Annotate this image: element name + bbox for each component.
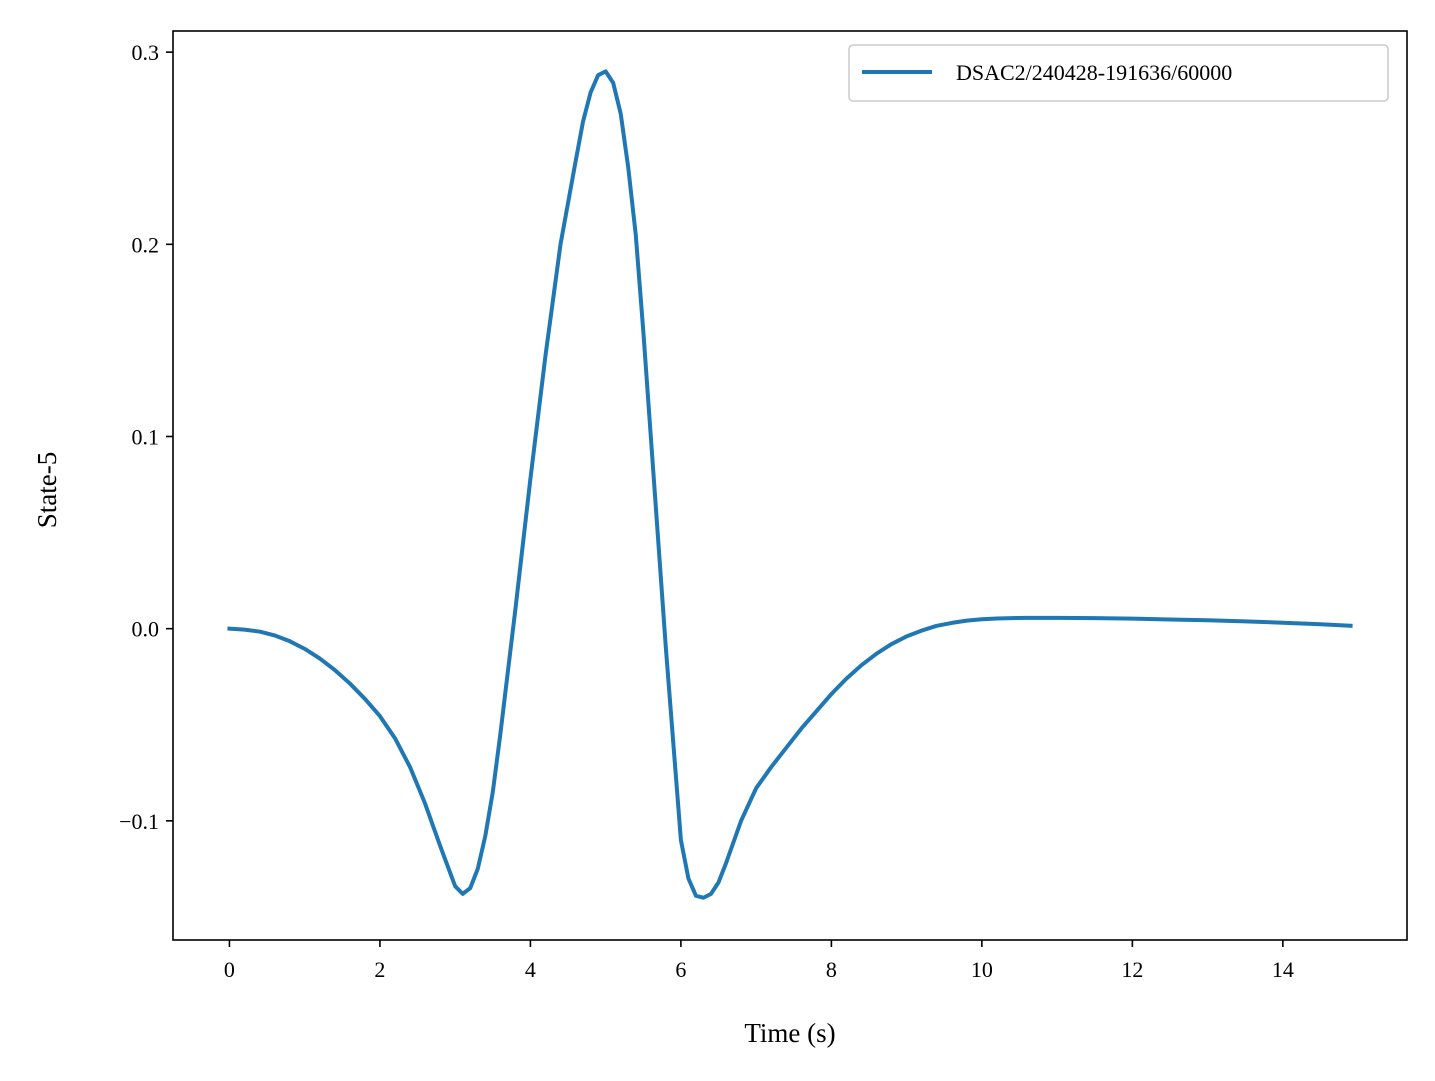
x-tick-label: 0 <box>224 957 235 982</box>
x-tick-label: 6 <box>675 957 686 982</box>
y-tick-label: 0.1 <box>132 424 160 449</box>
y-tick-label: 0.3 <box>132 40 160 65</box>
x-tick-label: 8 <box>826 957 837 982</box>
plot-area <box>227 69 1353 900</box>
plot-frame <box>172 30 1408 941</box>
y-tick-label: 0.2 <box>132 232 160 257</box>
x-tick-label: 2 <box>374 957 385 982</box>
legend-entry: DSAC2/240428-191636/60000 <box>956 60 1232 85</box>
y-tick-label: 0.0 <box>132 617 160 642</box>
x-tick-label: 12 <box>1121 957 1143 982</box>
y-tick-label: −0.1 <box>119 809 159 834</box>
legend: DSAC2/240428-191636/60000 <box>848 44 1389 102</box>
x-tick-label: 10 <box>971 957 993 982</box>
x-tick-label: 14 <box>1272 957 1294 982</box>
legend-box <box>848 44 1389 102</box>
y-axis: −0.1 0.0 0.1 0.2 0.3 <box>119 40 173 834</box>
series-line-0 <box>227 69 1353 900</box>
x-axis: 0 2 4 6 8 10 12 14 <box>224 940 1294 982</box>
x-tick-label: 4 <box>525 957 536 982</box>
y-axis-label: State-5 <box>32 452 62 528</box>
x-axis-label: Time (s) <box>744 1018 835 1048</box>
